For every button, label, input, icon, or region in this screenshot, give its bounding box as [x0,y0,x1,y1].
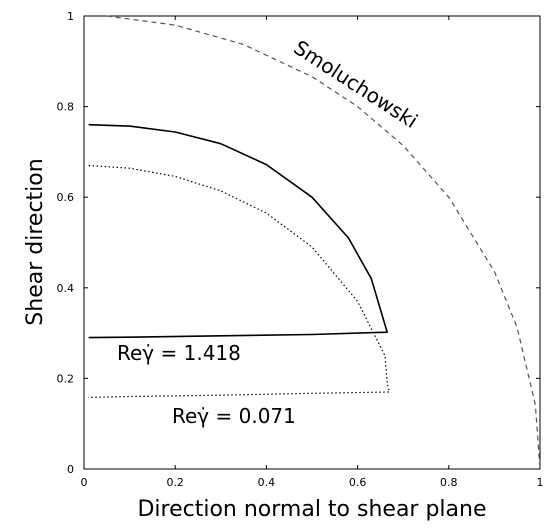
y-axis-title: Shear direction [23,158,48,325]
series-line-re_0071 [88,164,391,398]
y-tick-label: 0.4 [57,282,75,295]
ticks: 0 0.2 0.4 0.6 0.8 1 0 0.2 0.4 0.6 0.8 1 [57,10,544,489]
y-tick-label: 0 [67,463,74,476]
series-layer [88,15,541,470]
y-axis-title-group: Shear direction [23,158,48,325]
series-line-re_1418 [88,123,389,339]
y-tick-label: 0.2 [57,372,75,385]
y-tick-label: 0.6 [57,191,75,204]
y-tick-label: 1 [67,10,74,23]
annotation-re-0071: Reγ̇ = 0.071 [172,404,296,428]
x-tick-label: 0.6 [349,476,367,489]
plot-frame [83,15,541,470]
x-axis-title: Direction normal to shear plane [137,497,486,522]
annotation-smoluchowski: Smoluchowski [290,35,423,133]
annotation-smoluchowski-group: Smoluchowski [290,35,423,133]
x-tick-label: 0.8 [440,476,458,489]
y-tick-label: 0.8 [57,101,75,114]
plot-area [83,15,541,470]
x-tick-label: 0.2 [166,476,184,489]
x-tick-label: 0.4 [258,476,276,489]
annotation-re-1418: Reγ̇ = 1.418 [117,341,241,365]
series-line-smoluchowski [106,15,541,470]
x-tick-label: 1 [537,476,544,489]
x-tick-label: 0 [81,476,88,489]
